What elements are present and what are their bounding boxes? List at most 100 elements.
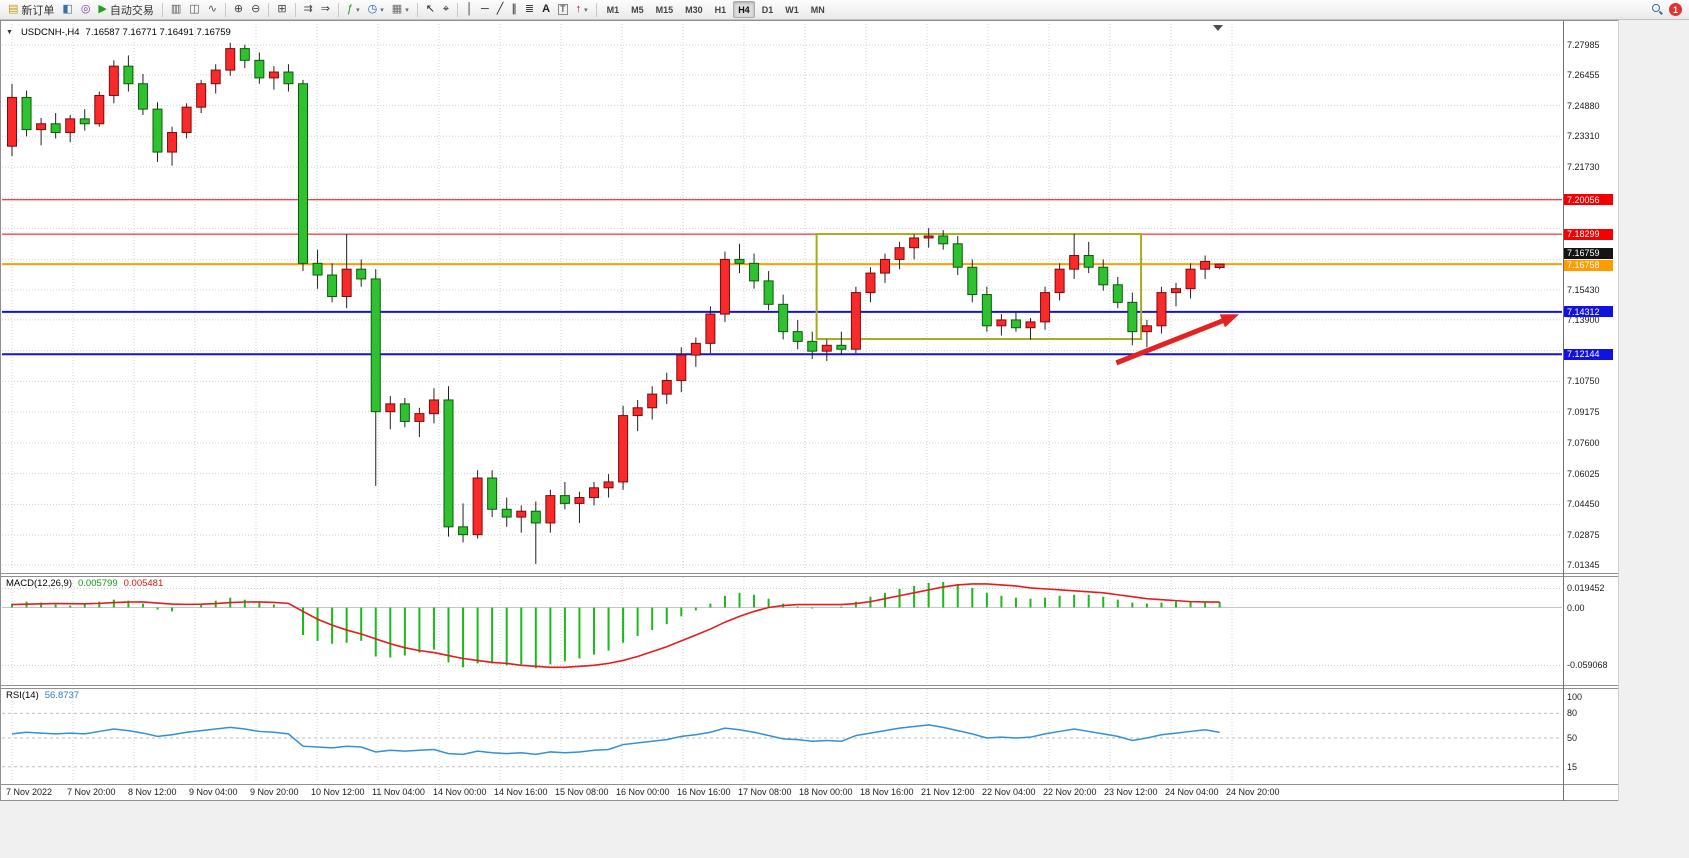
fibonacci-tool-button[interactable]: ≣ — [522, 1, 537, 18]
new-order-icon: ▤ — [8, 3, 19, 15]
chart-shift-icon: ⇒ — [320, 3, 331, 15]
candle — [836, 344, 847, 350]
market-watch-icon: ◧ — [62, 3, 73, 15]
cursor-tool-button[interactable]: ↖ — [423, 1, 438, 18]
toolbar-separator — [595, 2, 597, 17]
symbol-dropdown-icon[interactable]: ▼ — [6, 29, 13, 36]
candlestick-chart-button[interactable]: ◫ — [186, 1, 202, 18]
timeframe-mn-button[interactable]: MN — [810, 4, 825, 15]
chart-title: ▼ USDCNH-,H4 7.16587 7.16771 7.16491 7.1… — [6, 27, 231, 38]
notification-badge[interactable]: 1 — [1669, 3, 1682, 16]
line-chart-button[interactable]: ∿ — [205, 1, 220, 18]
new-order-button[interactable]: ▤ 新订单 — [5, 1, 57, 18]
channel-tool-button[interactable]: ∥ — [508, 1, 520, 18]
candle — [50, 123, 61, 134]
text-label-icon: T — [558, 4, 568, 15]
search-icon[interactable] — [1652, 4, 1663, 15]
indicators-button[interactable]: ƒ ▾ — [344, 1, 363, 18]
rsi-line — [11, 724, 1220, 756]
consolidation-rectangle[interactable] — [815, 233, 1143, 341]
candle — [690, 342, 701, 356]
rsi-title: RSI(14) — [6, 690, 39, 701]
bar-chart-icon: ▥ — [170, 3, 182, 15]
text-tool-button[interactable]: A — [539, 1, 553, 18]
candle — [1098, 266, 1109, 286]
candle — [1185, 268, 1196, 290]
candle — [676, 354, 687, 381]
toolbar-separator — [294, 2, 296, 17]
window-right-margin — [1618, 20, 1689, 858]
chart-shift-button[interactable]: ⇒ — [318, 1, 333, 18]
zoom-out-button[interactable]: ⊖ — [248, 1, 263, 18]
navigator-button[interactable]: ◎ — [78, 1, 94, 18]
new-order-label: 新订单 — [21, 4, 55, 17]
autotrading-button[interactable]: ▶ 自动交易 — [95, 1, 156, 18]
timeframe-w1-button[interactable]: W1 — [785, 4, 799, 15]
candle — [1127, 301, 1138, 333]
crosshair-icon: ⌖ — [442, 3, 450, 15]
arrows-tool-button[interactable]: ↑ ▾ — [573, 1, 591, 18]
auto-scroll-button[interactable]: ⇉ — [301, 1, 316, 18]
candle — [385, 403, 396, 413]
candle — [792, 331, 803, 342]
candle — [283, 71, 294, 85]
candle — [749, 262, 760, 282]
toolbar-separator — [416, 2, 418, 17]
crosshair-tool-button[interactable]: ⌖ — [440, 1, 452, 18]
chart-shift-marker[interactable] — [1213, 25, 1223, 31]
horizontal-line-tool-button[interactable]: ─ — [478, 1, 492, 18]
candle — [923, 235, 934, 239]
candle — [1069, 255, 1080, 270]
trend-arrow[interactable] — [1115, 317, 1226, 366]
zoom-in-button[interactable]: ⊕ — [231, 1, 246, 18]
candle — [123, 65, 134, 85]
candle — [530, 510, 541, 524]
chart-window-border — [0, 20, 1688, 801]
trendline-tool-button[interactable]: ╱ — [494, 1, 507, 18]
periods-clock-icon: ◷ — [367, 3, 378, 15]
timeframe-m30-button[interactable]: M30 — [685, 4, 703, 15]
timeframe-m15-button[interactable]: M15 — [655, 4, 674, 15]
candle — [516, 510, 527, 518]
macd-signal-line — [11, 583, 1220, 669]
timeframe-h4-button[interactable]: H4 — [733, 1, 755, 18]
tile-windows-icon: ⊞ — [277, 3, 287, 15]
candle — [458, 526, 469, 536]
candle — [254, 59, 265, 79]
timeframe-h1-button[interactable]: H1 — [714, 4, 727, 15]
candle — [778, 303, 789, 333]
macd-signal-value: 0.005481 — [123, 578, 164, 589]
candle — [850, 292, 861, 350]
rsi-indicator-header: RSI(14) 56.8737 — [6, 690, 79, 701]
horizontal-line-icon: ─ — [481, 3, 489, 15]
candle — [996, 319, 1007, 327]
candle — [341, 268, 352, 298]
candle — [763, 280, 774, 305]
timeframe-d1-button[interactable]: D1 — [761, 4, 774, 15]
templates-button[interactable]: ▦ ▾ — [389, 1, 412, 18]
candle — [1054, 268, 1065, 294]
vertical-line-tool-button[interactable]: │ — [463, 1, 476, 18]
window-bottom-margin — [0, 801, 1689, 858]
macd-main-value: 0.005799 — [78, 578, 118, 589]
periods-button[interactable]: ◷ ▾ — [365, 1, 387, 18]
zoom-in-icon: ⊕ — [233, 3, 244, 15]
timeframe-m5-button[interactable]: M5 — [631, 4, 644, 15]
candle — [894, 247, 905, 260]
cursor-icon: ↖ — [425, 3, 435, 15]
symbol-timeframe-label: USDCNH-,H4 — [20, 27, 80, 38]
candle — [312, 262, 323, 276]
trendline-icon: ╱ — [496, 3, 504, 15]
market-watch-button[interactable]: ◧ — [59, 1, 75, 18]
candle — [981, 294, 992, 327]
candle — [152, 108, 163, 153]
candle — [21, 96, 32, 131]
candle — [1200, 260, 1211, 270]
tile-windows-button[interactable]: ⊞ — [274, 1, 289, 18]
text-label-tool-button[interactable]: T — [555, 1, 571, 18]
bar-chart-button[interactable]: ▥ — [168, 1, 184, 18]
timeframe-m1-button[interactable]: M1 — [606, 4, 620, 15]
ohlc-values-label: 7.16587 7.16771 7.16491 7.16759 — [85, 27, 231, 38]
